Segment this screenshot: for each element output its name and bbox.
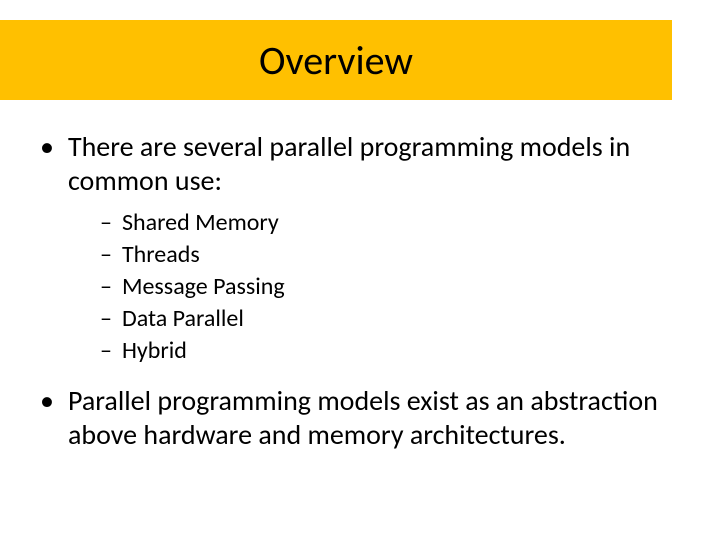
sub-bullet-item: – Data Parallel [100, 304, 680, 334]
sub-bullet-item: – Shared Memory [100, 208, 680, 238]
slide-content: • There are several parallel programming… [0, 100, 720, 452]
sub-bullet-marker: – [100, 240, 112, 270]
bullet-marker: • [40, 130, 54, 164]
bullet-item: • Parallel programming models exist as a… [40, 384, 680, 452]
bullet-text: There are several parallel programming m… [68, 130, 680, 198]
sub-bullet-text: Message Passing [122, 272, 285, 302]
sub-bullet-marker: – [100, 208, 112, 238]
bullet-text: Parallel programming models exist as an … [68, 384, 680, 452]
sub-bullet-marker: – [100, 272, 112, 302]
sub-bullet-item: – Hybrid [100, 336, 680, 366]
sub-bullet-text: Threads [122, 240, 200, 270]
sub-bullet-item: – Message Passing [100, 272, 680, 302]
sub-bullet-item: – Threads [100, 240, 680, 270]
sub-bullet-marker: – [100, 304, 112, 334]
bullet-marker: • [40, 384, 54, 418]
sub-bullet-text: Hybrid [122, 336, 187, 366]
sub-bullet-marker: – [100, 336, 112, 366]
sub-list: – Shared Memory – Threads – Message Pass… [100, 208, 680, 366]
bullet-item: • There are several parallel programming… [40, 130, 680, 198]
title-bar: Overview [0, 20, 672, 100]
slide-title: Overview [259, 36, 413, 85]
sub-bullet-text: Data Parallel [122, 304, 244, 334]
sub-bullet-text: Shared Memory [122, 208, 279, 238]
